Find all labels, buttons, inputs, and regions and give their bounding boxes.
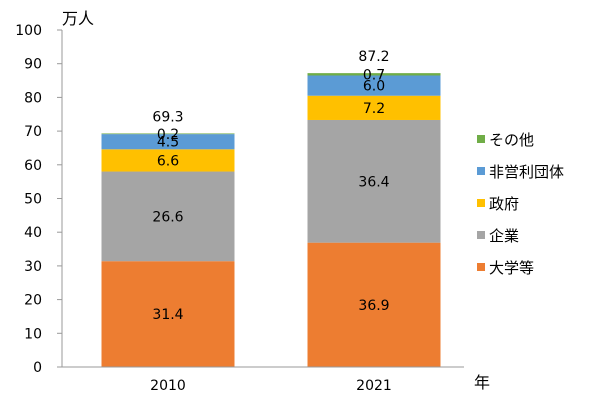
y-axis-title: 万人 — [62, 9, 94, 28]
y-tick-label: 70 — [24, 124, 42, 140]
total-label: 69.3 — [152, 109, 183, 125]
y-tick-label: 30 — [24, 259, 42, 275]
legend-label: その他 — [489, 131, 534, 149]
legend-swatch — [477, 135, 485, 143]
bar-segment — [307, 119, 441, 243]
legend-label: 非営利団体 — [489, 163, 564, 181]
legend-label: 大学等 — [489, 259, 534, 277]
data-label: 7.2 — [363, 101, 385, 117]
y-tick-label: 50 — [24, 192, 42, 208]
legend-swatch — [477, 167, 485, 175]
bar-segment — [307, 75, 441, 96]
bar-segment — [101, 149, 235, 172]
y-tick-label: 20 — [24, 293, 42, 309]
data-label: 4.5 — [157, 135, 179, 151]
legend-swatch — [477, 199, 485, 207]
y-tick-label: 60 — [24, 158, 42, 174]
data-label: 31.4 — [152, 307, 183, 323]
bar-segment — [307, 242, 441, 367]
bar-segment — [101, 261, 235, 367]
data-label: 26.6 — [152, 209, 183, 225]
y-tick-label: 40 — [24, 225, 42, 241]
plot-bars — [101, 73, 441, 367]
legend-swatch — [477, 231, 485, 239]
y-tick-label: 80 — [24, 90, 42, 106]
y-tick-label: 100 — [15, 23, 42, 39]
data-label: 6.0 — [363, 79, 385, 95]
x-axis: 2010 2021 — [62, 366, 464, 394]
bar-segment — [101, 171, 235, 262]
legend-swatch — [477, 263, 485, 271]
x-tick-label: 2021 — [356, 378, 392, 394]
bar-segment — [101, 133, 235, 135]
bar-labels: 31.4 26.6 6.6 4.50.2 69.3 36.9 36.4 7.2 6.00.7 87… — [152, 49, 389, 323]
x-axis-title: 年 — [474, 373, 490, 392]
data-label: 6.6 — [157, 153, 179, 169]
legend-label: 政府 — [489, 195, 519, 213]
y-axis: 0 10 20 30 40 50 60 70 80 90 100 — [15, 23, 63, 376]
data-label: 0.7 — [363, 67, 385, 83]
y-tick-label: 90 — [24, 57, 42, 73]
y-tick-label: 0 — [33, 360, 42, 376]
x-tick-label: 2010 — [150, 378, 186, 394]
y-tick-label: 10 — [24, 326, 42, 342]
data-label: 0.2 — [157, 127, 179, 143]
data-label: 36.9 — [358, 298, 389, 314]
data-label: 36.4 — [358, 174, 389, 190]
bar-segment — [101, 134, 235, 150]
legend-label: 企業 — [489, 227, 519, 245]
bar-segment — [307, 95, 441, 120]
total-label: 87.2 — [358, 49, 389, 65]
bar-segment — [307, 73, 441, 76]
